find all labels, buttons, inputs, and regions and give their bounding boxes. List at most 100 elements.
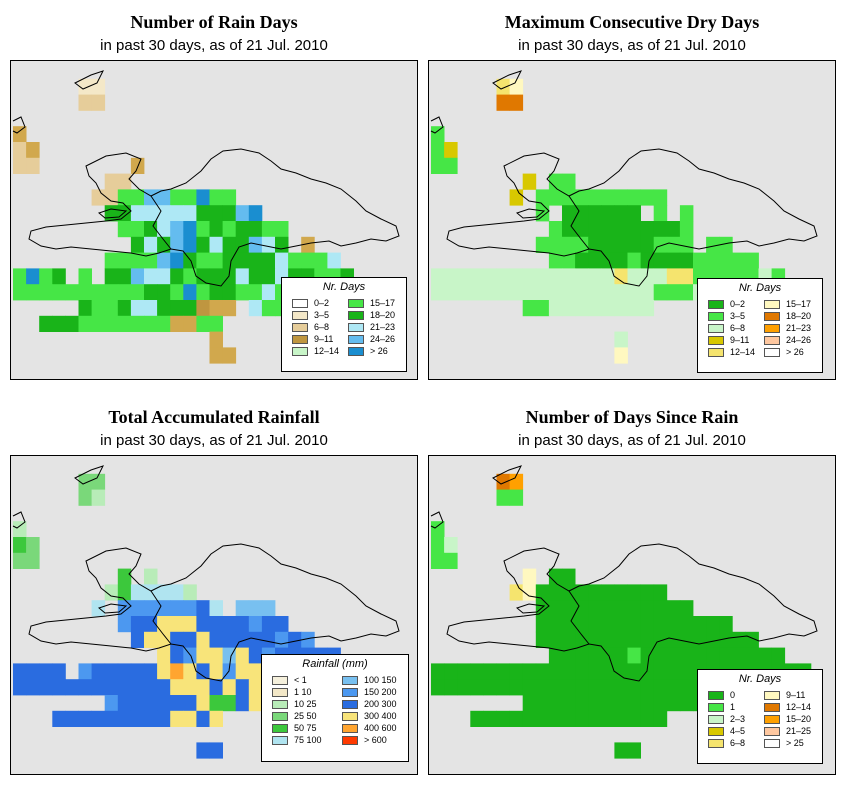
grid-cell [444,268,458,285]
panel-subtitle: in past 30 days, as of 21 Jul. 2010 [518,37,746,54]
grid-cell [483,710,497,727]
grid-cell [26,537,40,554]
grid-cell [117,300,132,317]
legend-item: 21–23 [348,322,395,332]
grid-cell [562,631,576,648]
grid-cell [640,284,655,301]
grid-cell [745,252,759,269]
legend-label: 50 75 [294,723,317,733]
grid-cell [548,284,563,301]
grid-cell [535,695,550,712]
grid-cell [144,710,158,727]
grid-cell [627,584,641,601]
grid-cell [601,221,615,238]
grid-cell [562,679,576,696]
legend-item: 1 10 [272,687,312,697]
grid-cell [732,647,746,664]
grid-cell [509,473,524,490]
grid-cell [575,205,589,222]
legend-label: 24–26 [786,335,812,345]
grid-cell [157,252,171,269]
grid-cell [575,600,589,617]
grid-cell [261,284,276,301]
grid-cell [183,221,197,238]
grid-cell [39,268,53,285]
grid-cell [496,710,510,727]
grid-cell [104,695,119,712]
grid-cell [483,268,497,285]
grid-cell [104,679,119,696]
grid-cell [78,710,92,727]
map-rainfall: Rainfall (mm) < 1 1 10 10 25 25 50 50 75 75 1… [10,455,418,775]
grid-cell [157,221,171,238]
grid-cell [157,600,171,617]
legend-label: 1 10 [294,687,312,697]
grid-cell [209,331,223,348]
grid-cell [183,300,197,317]
grid-cell [209,710,223,727]
grid-cell [693,616,707,633]
grid-cell [104,300,119,317]
grid-cell [130,600,145,617]
grid-cell [522,284,537,301]
grid-cell [627,616,641,633]
grid-cell [548,221,563,238]
grid-cell [562,568,576,585]
grid-cell [91,78,106,95]
grid-cell [26,679,40,696]
grid-cell [614,252,628,269]
grid-cell [275,631,289,648]
grid-cell [614,742,628,759]
grid-cell [275,236,289,253]
grid-cell [679,205,694,222]
grid-cell [78,663,92,680]
grid-cell [614,205,628,222]
grid-cell [627,236,641,253]
grid-cell [209,189,223,206]
grid-cell [157,710,171,727]
grid-cell [509,489,524,506]
legend-item: 4–5 [708,726,745,736]
legend-swatch [272,723,288,733]
grid-cell [157,284,171,301]
grid-cell [614,647,628,664]
grid-cell [130,695,145,712]
legend-item: 12–14 [292,346,339,356]
legend-label: 0–2 [730,299,746,309]
legend-item: 12–14 [708,347,755,357]
grid-cell [535,300,550,317]
grid-cell [248,600,263,617]
grid-cell [601,236,615,253]
grid-cell [13,157,27,174]
grid-cell [535,284,550,301]
grid-cell [601,695,615,712]
grid-cell [431,157,445,174]
grid-cell [431,552,445,569]
grid-cell [157,300,171,317]
legend: Nr. Days 0 1 2–3 4–5 6–8 9–11 12–14 15–20 21–25 >… [697,669,823,764]
grid-cell [601,663,615,680]
legend-item: 6–8 [708,323,745,333]
legend-label: 400 600 [364,723,397,733]
grid-cell [548,631,563,648]
legend-label: 0–2 [314,298,330,308]
legend-swatch [708,738,724,748]
grid-cell [13,679,27,696]
grid-cell [548,600,563,617]
panel-subtitle: in past 30 days, as of 21 Jul. 2010 [518,432,746,449]
grid-cell [548,710,563,727]
legend-swatch [708,726,724,736]
grid-cell [130,300,145,317]
grid-cell [575,268,589,285]
grid-cell [562,205,576,222]
legend-label: 4–5 [730,726,746,736]
grid-cell [562,221,576,238]
grid-cell [196,631,210,648]
grid-cell [183,315,197,332]
grid-cell [248,236,263,253]
grid-cell [719,616,733,633]
grid-cell [522,710,537,727]
grid-cell [431,284,445,301]
grid-cell [444,679,458,696]
grid-cell [13,268,27,285]
